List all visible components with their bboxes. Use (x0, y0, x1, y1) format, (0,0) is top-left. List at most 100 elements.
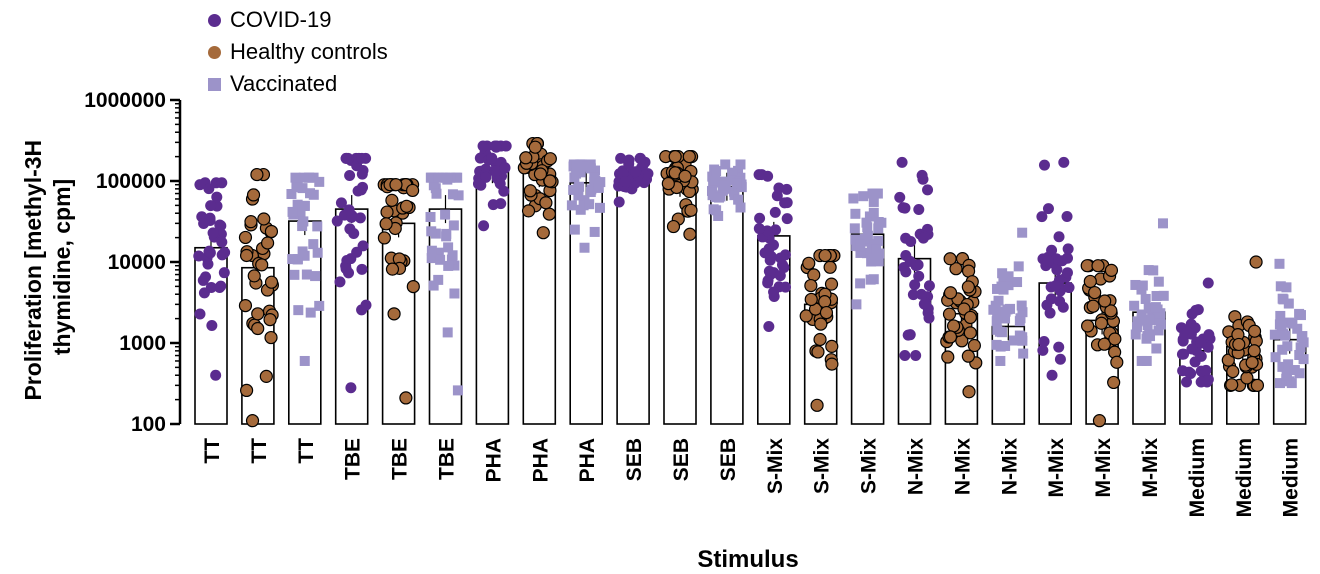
data-point (913, 203, 925, 215)
data-point (1158, 290, 1169, 301)
data-point (494, 178, 506, 190)
x-tick-label: N-Mix (951, 438, 974, 495)
data-point (807, 268, 821, 282)
data-point (909, 279, 921, 291)
data-point (1044, 307, 1056, 319)
data-point (292, 182, 303, 193)
data-point (613, 196, 625, 208)
data-point (813, 332, 827, 347)
data-point (1143, 303, 1154, 314)
data-point (1202, 277, 1214, 289)
data-point (907, 289, 919, 301)
x-tick-label: PHA (529, 438, 552, 482)
data-point (992, 283, 1003, 294)
data-point (472, 178, 484, 190)
data-point (1107, 375, 1121, 390)
data-point (682, 150, 696, 164)
data-point (433, 172, 444, 183)
data-point (1143, 265, 1154, 276)
data-point (814, 317, 828, 331)
y-axis-title-line-2: thymidine, cpm] (49, 179, 75, 355)
data-point (1281, 370, 1292, 381)
x-tick-label: TBE (342, 438, 365, 480)
data-point (314, 176, 325, 187)
data-point (1281, 282, 1292, 293)
data-point (1283, 359, 1294, 370)
data-point (449, 260, 460, 271)
data-point (1145, 331, 1156, 342)
data-point (579, 242, 590, 253)
data-point (993, 295, 1004, 306)
data-point (1153, 276, 1164, 287)
data-point (1086, 299, 1100, 313)
data-point (1104, 304, 1118, 318)
data-point (873, 256, 884, 267)
data-point (543, 174, 557, 188)
data-point (215, 280, 227, 292)
data-point (255, 258, 269, 272)
data-point (630, 166, 642, 178)
data-point (858, 191, 869, 202)
data-point (443, 260, 454, 271)
data-point (449, 288, 460, 299)
data-point (244, 215, 258, 229)
data-point (387, 307, 401, 321)
data-point (1104, 263, 1119, 277)
data-point (961, 349, 975, 363)
data-point (1005, 303, 1016, 314)
legend-circle-marker (208, 13, 221, 27)
data-point (963, 310, 978, 325)
data-point (992, 310, 1003, 321)
data-point (992, 324, 1003, 335)
x-tick-label: TBE (389, 438, 412, 480)
data-point (426, 245, 437, 256)
data-point (1061, 267, 1073, 279)
data-point (1155, 308, 1166, 319)
y-tick-label: 1000000 (84, 89, 166, 112)
data-point (203, 245, 215, 257)
data-point (247, 269, 261, 283)
data-point (1270, 352, 1281, 363)
data-point (433, 274, 444, 285)
data-point (1057, 301, 1069, 313)
data-point (202, 258, 214, 270)
data-point (1110, 355, 1124, 369)
data-point (753, 223, 765, 235)
data-point (967, 338, 981, 353)
data-point (862, 230, 873, 241)
data-point (543, 152, 557, 166)
data-point (922, 184, 934, 196)
data-point (762, 277, 774, 289)
data-point (735, 159, 746, 170)
data-point (569, 224, 580, 235)
data-point (1012, 277, 1023, 288)
data-point (435, 254, 446, 265)
data-point (866, 256, 877, 267)
data-points (193, 136, 1309, 428)
data-point (442, 327, 453, 338)
data-point (539, 196, 553, 210)
data-point (341, 254, 353, 266)
legend: COVID-19 Healthy controls Vaccinated (208, 4, 388, 100)
data-point (991, 316, 1002, 327)
data-point (335, 197, 347, 209)
data-point (431, 188, 442, 199)
data-point (433, 247, 444, 258)
data-point (871, 244, 882, 255)
data-point (899, 350, 911, 362)
data-point (1050, 280, 1062, 292)
data-point (707, 190, 718, 201)
data-point (818, 248, 832, 263)
x-tick-label: SEB (623, 438, 646, 481)
data-point (292, 199, 303, 210)
data-point (904, 255, 916, 267)
data-point (519, 151, 533, 165)
data-point (1245, 355, 1259, 370)
data-point (864, 211, 875, 222)
data-point (264, 224, 279, 239)
y-tick-label: 100000 (96, 170, 166, 193)
data-point (804, 278, 818, 293)
data-point (440, 209, 451, 220)
x-tick-label: TT (295, 438, 318, 464)
data-point (441, 231, 452, 242)
